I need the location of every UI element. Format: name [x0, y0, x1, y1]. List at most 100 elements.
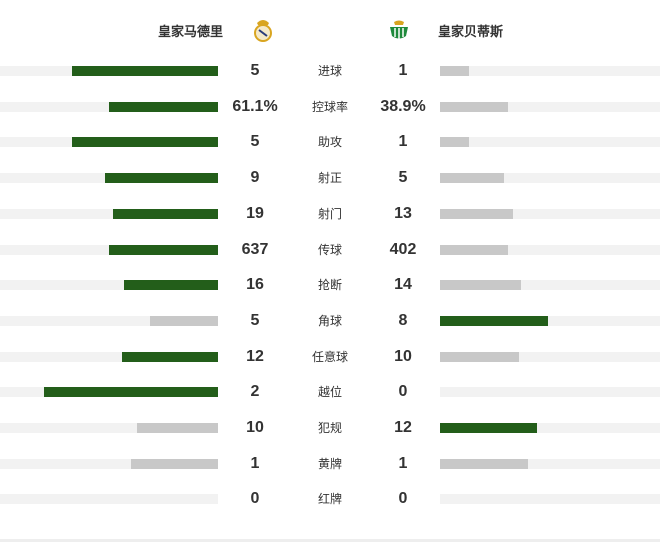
stat-row: 5 进球 1 [0, 61, 660, 81]
away-bar-track [440, 458, 660, 469]
home-bar-track [0, 244, 218, 255]
home-bar-track [0, 458, 218, 469]
away-bar-track [440, 351, 660, 362]
stat-label: 黄牌 [317, 456, 342, 471]
stat-row: 2 越位 0 [0, 382, 660, 402]
away-bar-fill [440, 423, 537, 433]
away-bar-fill [440, 458, 528, 469]
home-bar-fill [150, 315, 218, 326]
stat-row: 0 红牌 0 [0, 489, 660, 509]
home-bar-track [0, 387, 218, 398]
away-team-header: 皇家贝蒂斯 [388, 14, 503, 46]
stat-row: 61.1% 控球率 38.9% [0, 97, 660, 117]
home-bar-track [0, 101, 218, 112]
stat-label: 犯规 [317, 421, 342, 435]
stat-label: 角球 [317, 313, 342, 328]
away-bar-track [440, 423, 660, 433]
away-value: 5 [398, 169, 408, 187]
home-team-name: 皇家马德里 [158, 23, 224, 39]
away-bar-fill [440, 315, 548, 326]
home-value: 12 [246, 347, 264, 365]
stat-label: 助攻 [317, 135, 342, 150]
away-bar-fill [440, 280, 522, 291]
away-bar-fill [440, 66, 469, 76]
stat-label: 任意球 [311, 349, 348, 364]
home-value: 0 [250, 490, 260, 508]
real-betis-crest-icon [390, 20, 408, 39]
home-bar-fill [43, 387, 218, 398]
away-bar-track [440, 494, 660, 505]
home-value: 9 [250, 169, 260, 187]
stat-label: 越位 [317, 385, 342, 400]
home-value: 1 [250, 454, 260, 472]
stat-label: 抢断 [317, 278, 342, 293]
away-value: 14 [394, 276, 412, 294]
away-bar-track [440, 280, 660, 291]
stat-label: 控球率 [311, 99, 348, 114]
stat-row: 5 角球 8 [0, 311, 660, 331]
away-value: 0 [398, 490, 408, 508]
stat-row: 10 犯规 12 [0, 418, 660, 438]
away-bar-track [440, 315, 660, 326]
away-bar-fill [440, 351, 520, 362]
stat-row: 12 任意球 10 [0, 347, 660, 367]
away-bar-fill [440, 244, 509, 255]
away-value: 402 [389, 240, 417, 258]
stat-label: 传球 [317, 242, 342, 257]
home-bar-fill [137, 423, 218, 433]
home-bar-track [0, 137, 218, 148]
home-bar-fill [104, 173, 218, 184]
away-bar-track [440, 173, 660, 184]
home-bar-track [0, 280, 218, 291]
home-value: 61.1% [232, 97, 278, 115]
stat-label: 红牌 [317, 492, 342, 507]
home-bar-fill [71, 137, 218, 148]
home-bar-fill [109, 101, 218, 112]
home-bar-track [0, 66, 218, 76]
away-value: 12 [394, 419, 412, 436]
home-bar-track [0, 208, 218, 219]
stat-label: 射正 [317, 171, 342, 186]
stat-row: 5 助攻 1 [0, 132, 660, 152]
home-team-header: 皇家马德里 [158, 14, 273, 46]
away-bar-track [440, 137, 660, 148]
away-bar-track [440, 208, 660, 219]
stat-label: 射门 [317, 206, 342, 221]
home-value: 5 [250, 133, 260, 151]
home-bar-track [0, 351, 218, 362]
bottom-divider [0, 539, 660, 542]
away-bar-track [440, 66, 660, 76]
away-value: 0 [398, 383, 408, 401]
away-value: 1 [398, 133, 408, 151]
away-bar-fill [440, 137, 469, 148]
home-value: 10 [246, 419, 264, 436]
away-bar-fill [440, 208, 513, 219]
away-value: 1 [398, 62, 408, 79]
home-value: 16 [246, 276, 264, 294]
away-value: 10 [394, 347, 412, 365]
home-bar-fill [109, 244, 218, 255]
home-bar-fill [130, 458, 218, 469]
stat-row: 19 射门 13 [0, 204, 660, 224]
home-bar-fill [124, 280, 218, 291]
away-value: 8 [398, 311, 408, 329]
home-bar-track [0, 494, 218, 505]
home-value: 2 [250, 383, 260, 401]
away-bar-track [440, 387, 660, 398]
home-value: 19 [246, 204, 264, 222]
away-bar-fill [440, 101, 509, 112]
stat-label: 进球 [317, 64, 342, 78]
real-madrid-crest-icon [254, 20, 273, 42]
home-bar-fill [71, 66, 218, 76]
home-bar-track [0, 173, 218, 184]
stat-row: 16 抢断 14 [0, 275, 660, 295]
home-bar-track [0, 315, 218, 326]
away-value: 1 [398, 454, 408, 472]
away-team-name: 皇家贝蒂斯 [438, 23, 504, 39]
home-value: 5 [250, 311, 260, 329]
home-value: 637 [241, 240, 269, 258]
away-value: 13 [394, 204, 412, 222]
away-bar-track [440, 244, 660, 255]
away-bar-fill [440, 173, 504, 184]
home-bar-track [0, 423, 218, 433]
